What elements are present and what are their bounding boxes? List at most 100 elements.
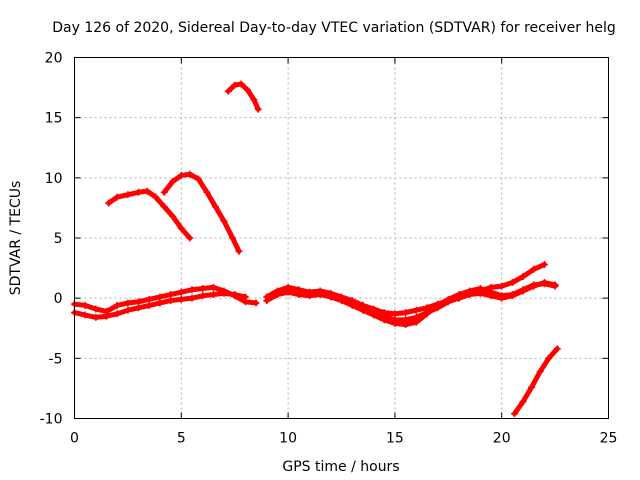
grid <box>74 57 609 419</box>
data-point <box>295 291 303 299</box>
x-tick-label: 5 <box>177 431 186 447</box>
data-point <box>263 297 271 305</box>
data-point <box>553 345 561 353</box>
y-tick-label: 10 <box>45 171 63 187</box>
y-tick-label: 15 <box>45 111 63 127</box>
data-point <box>444 297 452 305</box>
data-point <box>519 287 527 295</box>
data-point <box>545 354 553 362</box>
data-point <box>359 301 367 309</box>
data-point <box>434 300 442 308</box>
data-point <box>220 217 228 225</box>
data-point <box>135 188 143 196</box>
data-point <box>113 301 121 309</box>
data-point <box>113 193 121 201</box>
data-point <box>103 312 111 320</box>
data-series <box>71 80 561 418</box>
data-point <box>511 410 519 418</box>
data-point <box>135 298 143 306</box>
data-point <box>530 265 538 273</box>
data-point <box>241 293 249 301</box>
y-tick-label: 5 <box>54 231 63 247</box>
data-point <box>209 283 217 291</box>
series-band <box>106 188 193 241</box>
data-point <box>423 310 431 318</box>
data-point <box>92 305 100 313</box>
data-point <box>135 304 143 312</box>
data-point <box>177 295 185 303</box>
series-band <box>161 171 242 254</box>
x-tick-label: 25 <box>600 431 618 447</box>
data-point <box>455 294 463 302</box>
data-point <box>211 203 219 211</box>
x-tick-label: 10 <box>279 431 297 447</box>
series-arc-4 <box>511 345 561 418</box>
data-point <box>237 80 245 88</box>
data-point <box>380 316 388 324</box>
data-point <box>327 293 335 301</box>
data-point <box>235 247 243 255</box>
series-arc-1 <box>105 187 194 242</box>
data-point <box>412 306 420 314</box>
x-tick-label: 20 <box>493 431 511 447</box>
data-point <box>124 191 132 199</box>
y-axis-label: SDTVAR / TECUs <box>8 181 24 296</box>
data-point <box>160 203 168 211</box>
data-point <box>177 288 185 296</box>
data-point <box>498 282 506 290</box>
data-point <box>177 224 185 232</box>
data-point <box>143 187 151 195</box>
data-point <box>124 306 132 314</box>
data-point <box>124 299 132 307</box>
y-tick-label: 20 <box>45 51 63 67</box>
data-point <box>250 96 258 104</box>
y-tick-label: -5 <box>49 351 63 367</box>
data-point <box>536 368 544 376</box>
data-point <box>402 321 410 329</box>
series-arc-3 <box>224 80 262 113</box>
series-arc-2 <box>160 170 243 255</box>
data-point <box>540 279 548 287</box>
data-point <box>188 286 196 294</box>
x-tick-labels: 0 5 10 15 20 25 <box>70 431 617 447</box>
data-point <box>186 170 194 178</box>
data-point <box>370 311 378 319</box>
data-point <box>231 81 239 89</box>
data-point <box>391 319 399 327</box>
data-point <box>199 285 207 293</box>
data-point <box>209 291 217 299</box>
data-point <box>519 398 527 406</box>
data-point <box>199 292 207 300</box>
data-point <box>528 383 536 391</box>
data-point <box>402 309 410 317</box>
data-point <box>254 105 262 113</box>
y-tick-label: -10 <box>40 412 63 428</box>
x-axis-label: GPS time / hours <box>282 459 399 475</box>
data-point <box>145 295 153 303</box>
data-point <box>466 291 474 299</box>
data-point <box>273 291 281 299</box>
y-tick-labels: -10 -5 0 5 10 15 20 <box>40 51 63 428</box>
series-band <box>512 346 560 417</box>
data-point <box>380 309 388 317</box>
data-point <box>412 318 420 326</box>
data-point <box>316 291 324 299</box>
data-point <box>551 281 559 289</box>
data-point <box>156 299 164 307</box>
data-point <box>498 294 506 302</box>
data-point <box>145 301 153 309</box>
data-point <box>338 297 345 305</box>
data-point <box>508 279 516 287</box>
data-point <box>169 212 177 220</box>
data-point <box>194 175 202 183</box>
data-point <box>81 301 89 309</box>
data-point <box>530 282 538 290</box>
data-point <box>284 288 292 296</box>
data-point <box>177 171 185 179</box>
data-point <box>305 292 313 300</box>
chart-title: Day 126 of 2020, Sidereal Day-to-day VTE… <box>52 20 615 36</box>
data-point <box>519 273 527 281</box>
data-point <box>167 291 175 299</box>
axis-ticks <box>74 57 609 419</box>
